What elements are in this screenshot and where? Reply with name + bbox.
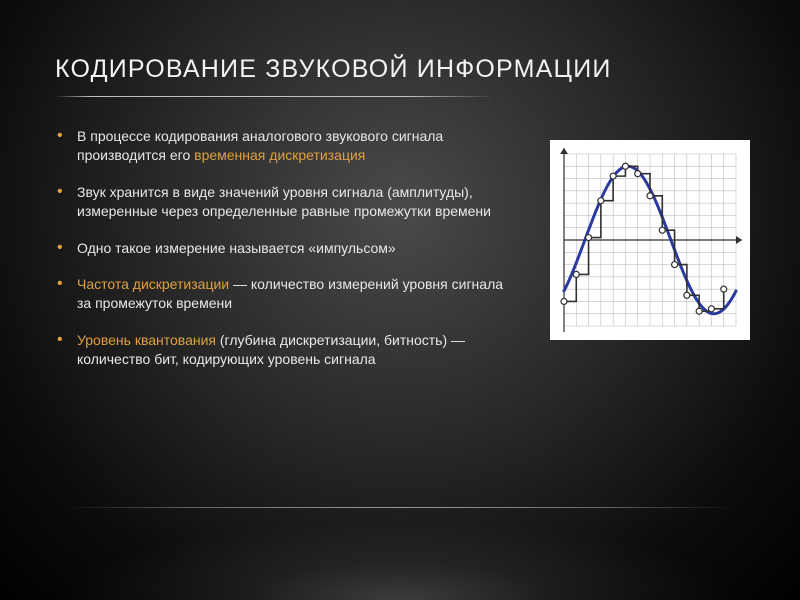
bullet-prefix: В [77,128,86,144]
title-underline [55,96,495,97]
list-item: Уровень квантования (глубина дискретизац… [55,331,515,369]
page-title: КОДИРОВАНИЕ ЗВУКОВОЙ ИНФОРМАЦИИ [55,55,745,84]
bullet-highlight: Частота дискретизации [77,276,229,292]
bullet-text: такое измерение называется «импульсом» [111,240,395,256]
bullet-list: В процессе кодирования аналогового звуко… [55,127,515,369]
list-item: В процессе кодирования аналогового звуко… [55,127,515,165]
list-item: Одно такое измерение называется «импульс… [55,239,515,258]
slide: КОДИРОВАНИЕ ЗВУКОВОЙ ИНФОРМАЦИИ В процес… [0,0,800,600]
chart-svg [550,140,750,340]
list-item: Звук хранится в виде значений уровня сиг… [55,183,515,221]
discretization-chart [550,140,750,340]
bullet-highlight: временная дискретизация [194,147,365,163]
bullet-prefix: Одно [77,240,111,256]
bullet-highlight: Уровень квантования [77,332,216,348]
bullet-column: В процессе кодирования аналогового звуко… [55,127,515,387]
bullet-text: Звук хранится в виде значений уровня сиг… [77,184,491,219]
list-item: Частота дискретизации — количество измер… [55,275,515,313]
